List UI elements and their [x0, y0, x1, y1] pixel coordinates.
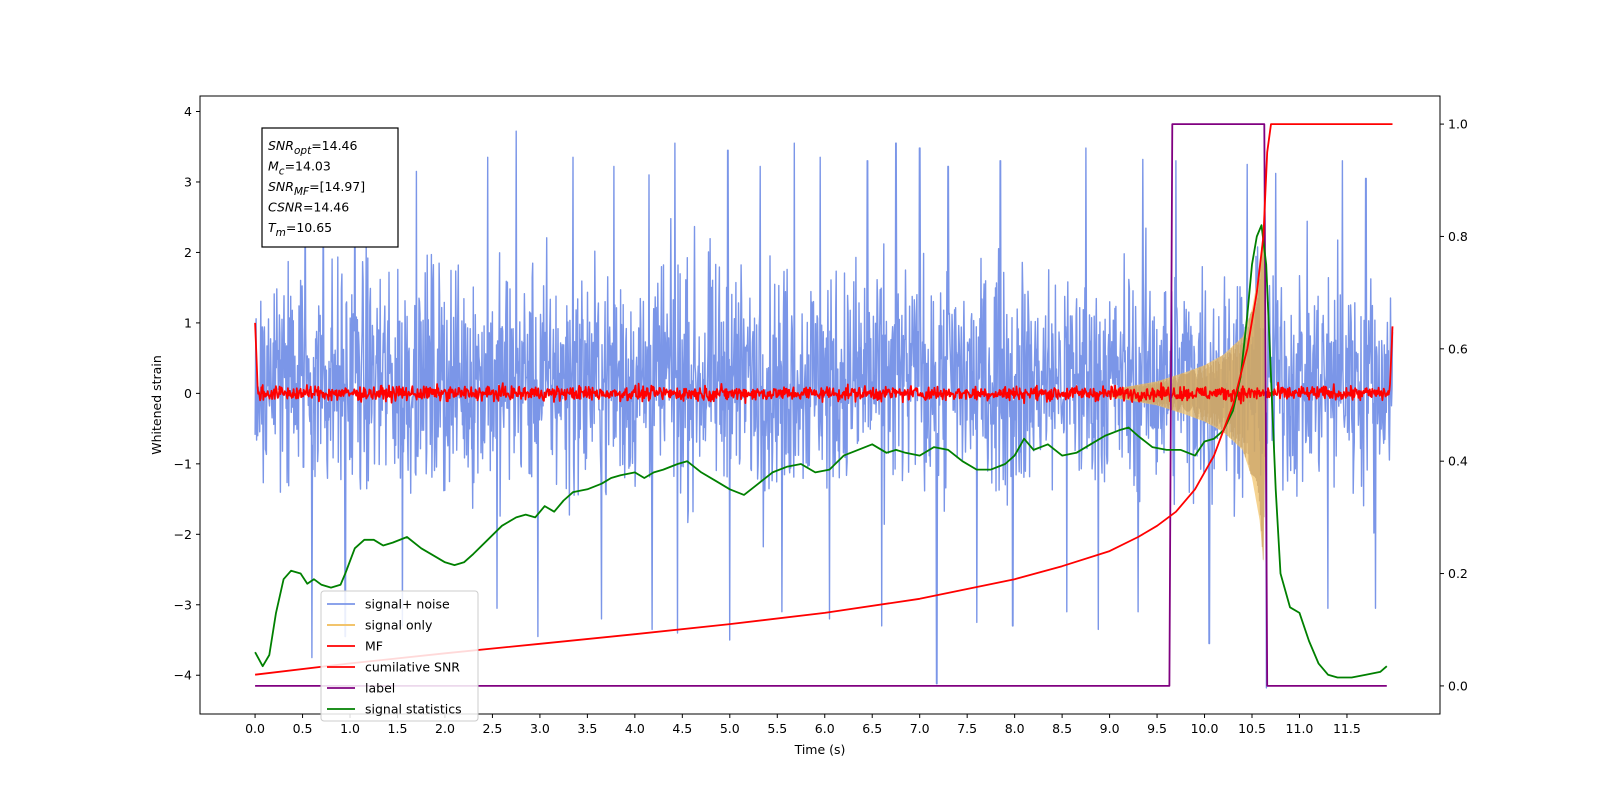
x-tick-label: 6.0 — [815, 721, 835, 736]
x-tick-label: 3.5 — [577, 721, 597, 736]
legend-label: signal only — [365, 618, 433, 633]
x-tick-label: 7.0 — [910, 721, 930, 736]
legend-label: signal+ noise — [365, 597, 450, 612]
y-right-tick-label: 0.8 — [1448, 229, 1468, 244]
plot-frame — [199, 95, 1441, 715]
x-tick-label: 6.5 — [862, 721, 882, 736]
info-box-line: SNRopt=14.46 — [268, 138, 358, 157]
x-tick-label: 2.5 — [482, 721, 502, 736]
info-box-line: CSNR=14.46 — [268, 200, 349, 215]
x-tick-label: 11.5 — [1333, 721, 1361, 736]
legend-label: cumilative SNR — [365, 660, 460, 675]
series-layer — [254, 123, 1394, 689]
info-box-line: SNRMF=[14.97] — [268, 179, 365, 198]
x-tick-label: 9.5 — [1147, 721, 1167, 736]
series-cumulative-snr — [254, 123, 1393, 676]
x-tick-label: 8.0 — [1005, 721, 1025, 736]
axes-layer: 0.0 0.5 1.0 1.5 2.0 2.5 3.0 3.5 4.0 4.5 5.0 5.5 6.0 6… — [174, 104, 1468, 736]
x-tick-label: 10.5 — [1238, 721, 1266, 736]
y-right-tick-label: 0.6 — [1448, 341, 1468, 356]
signal-only-oscillation — [1109, 232, 1267, 560]
y-tick-label: 0 — [184, 386, 192, 401]
y-tick-label: 4 — [184, 104, 192, 119]
legend-frame — [320, 590, 479, 722]
y-right-tick-label: 0.4 — [1448, 454, 1468, 469]
y-axis-label: Whitened strain — [149, 355, 164, 454]
y-tick-label: −2 — [174, 527, 192, 542]
y-tick-label: 3 — [184, 174, 192, 189]
legend-label: signal statistics — [365, 702, 462, 717]
y-tick-label: −3 — [174, 597, 192, 612]
x-tick-label: 5.5 — [767, 721, 787, 736]
info-box-frame — [261, 127, 399, 248]
x-tick-label: 1.0 — [340, 721, 360, 736]
x-tick-label: 5.0 — [720, 721, 740, 736]
info-box-line: Tm=10.65 — [268, 220, 332, 239]
series-label — [255, 123, 1387, 687]
x-tick-label: 2.0 — [435, 721, 455, 736]
legend: signal+ noise signal only MF cumilative SNR… — [320, 590, 479, 722]
x-tick-label: 7.5 — [957, 721, 977, 736]
y-tick-label: −4 — [174, 668, 192, 683]
y-right-tick-label: 1.0 — [1448, 117, 1468, 132]
x-tick-label: 8.5 — [1052, 721, 1072, 736]
x-tick-label: 0.5 — [293, 721, 313, 736]
y-tick-label: 2 — [184, 245, 192, 260]
y-tick-label: 1 — [184, 315, 192, 330]
x-tick-label: 0.0 — [245, 721, 265, 736]
x-tick-label: 10.0 — [1191, 721, 1219, 736]
y-right-tick-label: 0.0 — [1448, 678, 1468, 693]
y-tick-label: −1 — [174, 456, 192, 471]
x-tick-label: 4.5 — [672, 721, 692, 736]
x-tick-label: 11.0 — [1286, 721, 1314, 736]
y-right-tick-label: 0.2 — [1448, 566, 1468, 581]
series-mf — [254, 322, 1394, 405]
x-tick-label: 4.0 — [625, 721, 645, 736]
x-axis-label: Time (s) — [794, 742, 846, 757]
legend-label: label — [365, 681, 395, 696]
x-tick-label: 1.5 — [388, 721, 408, 736]
x-tick-label: 3.0 — [530, 721, 550, 736]
x-tick-label: 9.0 — [1100, 721, 1120, 736]
series-signal-statistics — [254, 224, 1388, 679]
info-box-line: Mc=14.03 — [268, 159, 331, 178]
legend-label: MF — [365, 639, 383, 654]
